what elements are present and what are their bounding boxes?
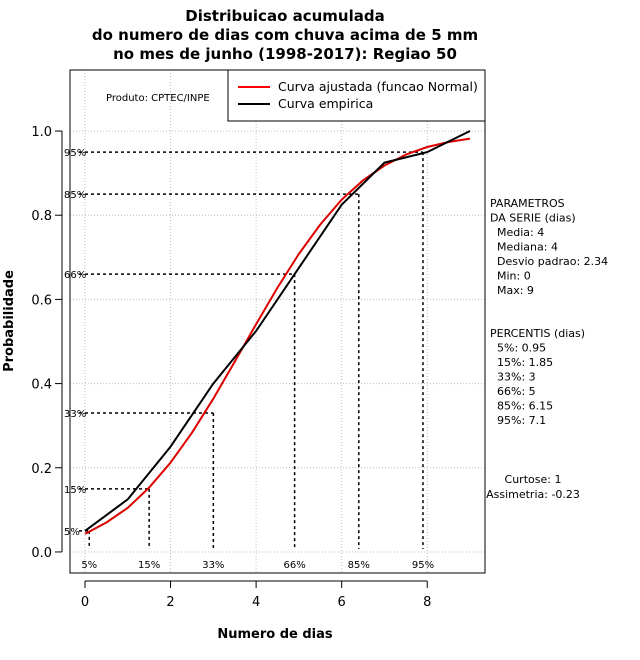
params-line-0: PARAMETROS — [490, 197, 565, 210]
x-axis-title: Numero de dias — [217, 627, 333, 642]
title-line-3: no mes de junho (1998-2017): Regiao 50 — [113, 45, 457, 63]
x-tick-label-2: 4 — [252, 595, 260, 610]
shape-statistics: Curtose: 1 Assimetria: -0.23 — [486, 473, 580, 501]
percentis-line-3: 33%: 3 — [490, 371, 536, 384]
guide-label-x-0: 5% — [81, 560, 97, 571]
percentis-line-0: PERCENTIS (dias) — [490, 327, 585, 340]
x-tick-label-0: 0 — [81, 595, 89, 610]
y-tick-label-0: 0.0 — [31, 546, 52, 561]
legend: Curva ajustada (funcao Normal) Curva emp… — [227, 69, 486, 122]
product-label: Produto: CPTEC/INPE — [106, 93, 210, 104]
y-tick-label-3: 0.6 — [31, 293, 52, 308]
percentis-line-1: 5%: 0.95 — [490, 342, 546, 355]
legend-box — [227, 69, 486, 122]
series-line-0 — [84, 137, 471, 535]
params-line-3: Mediana: 4 — [490, 241, 558, 254]
guide-label-y-3: 66% — [64, 270, 86, 281]
guide-label-x-2: 33% — [202, 560, 224, 571]
guide-label-y-2: 33% — [64, 409, 86, 420]
guide-label-y-4: 85% — [64, 190, 86, 201]
y-tick-label-5: 1.0 — [31, 125, 52, 140]
guide-label-x-1: 15% — [138, 560, 160, 571]
params-line-5: Min: 0 — [490, 270, 531, 283]
x-tick-label-1: 2 — [166, 595, 174, 610]
x-tick-label-3: 6 — [338, 595, 346, 610]
stats-line-1: Assimetria: -0.23 — [486, 488, 580, 501]
title-line-2: do numero de dias com chuva acima de 5 m… — [92, 26, 478, 44]
series-lines — [84, 130, 471, 535]
title-line-1: Distribuicao acumulada — [185, 7, 384, 25]
percentis-line-2: 15%: 1.85 — [490, 356, 553, 369]
params-line-4: Desvio padrao: 2.34 — [490, 255, 608, 268]
params-line-6: Max: 9 — [490, 284, 534, 297]
guide-label-y-0: 5% — [64, 527, 80, 538]
series-line-1 — [84, 130, 471, 532]
params-line-1: DA SERIE (dias) — [490, 212, 576, 225]
axes: 0 2 4 6 8 0.0 0.2 0.4 0.6 0.8 1.0 — [31, 125, 431, 610]
stats-line-0: Curtose: 1 — [505, 473, 562, 486]
chart-title: Distribuicao acumulada do numero de dias… — [92, 7, 478, 63]
percentis-line-6: 95%: 7.1 — [490, 414, 546, 427]
percentiles-summary: PERCENTIS (dias) 5%: 0.95 15%: 1.85 33%:… — [490, 327, 585, 427]
legend-label-fitted: Curva ajustada (funcao Normal) — [278, 79, 478, 94]
grid — [70, 70, 485, 573]
guide-label-y-5: 95% — [64, 148, 86, 159]
y-axis-title: Probabilidade — [2, 270, 17, 372]
series-parameters: PARAMETROS DA SERIE (dias) Media: 4 Media… — [490, 197, 608, 297]
guide-label-x-4: 85% — [348, 560, 370, 571]
x-tick-label-4: 8 — [423, 595, 431, 610]
guide-label-y-1: 15% — [64, 485, 86, 496]
percentis-line-5: 85%: 6.15 — [490, 400, 553, 413]
legend-label-empirical: Curva empirica — [278, 96, 373, 111]
y-tick-label-4: 0.8 — [31, 209, 52, 224]
percentis-line-4: 66%: 5 — [490, 385, 536, 398]
guide-label-x-5: 95% — [412, 560, 434, 571]
guide-label-x-3: 66% — [283, 560, 305, 571]
y-tick-label-1: 0.2 — [31, 462, 52, 477]
percentile-guides: 5% 5% 15% 15% 33% 33% 66% 66% 85% 85% 95% 95% — [64, 148, 434, 571]
y-tick-label-2: 0.4 — [31, 378, 52, 393]
params-line-2: Media: 4 — [490, 226, 544, 239]
